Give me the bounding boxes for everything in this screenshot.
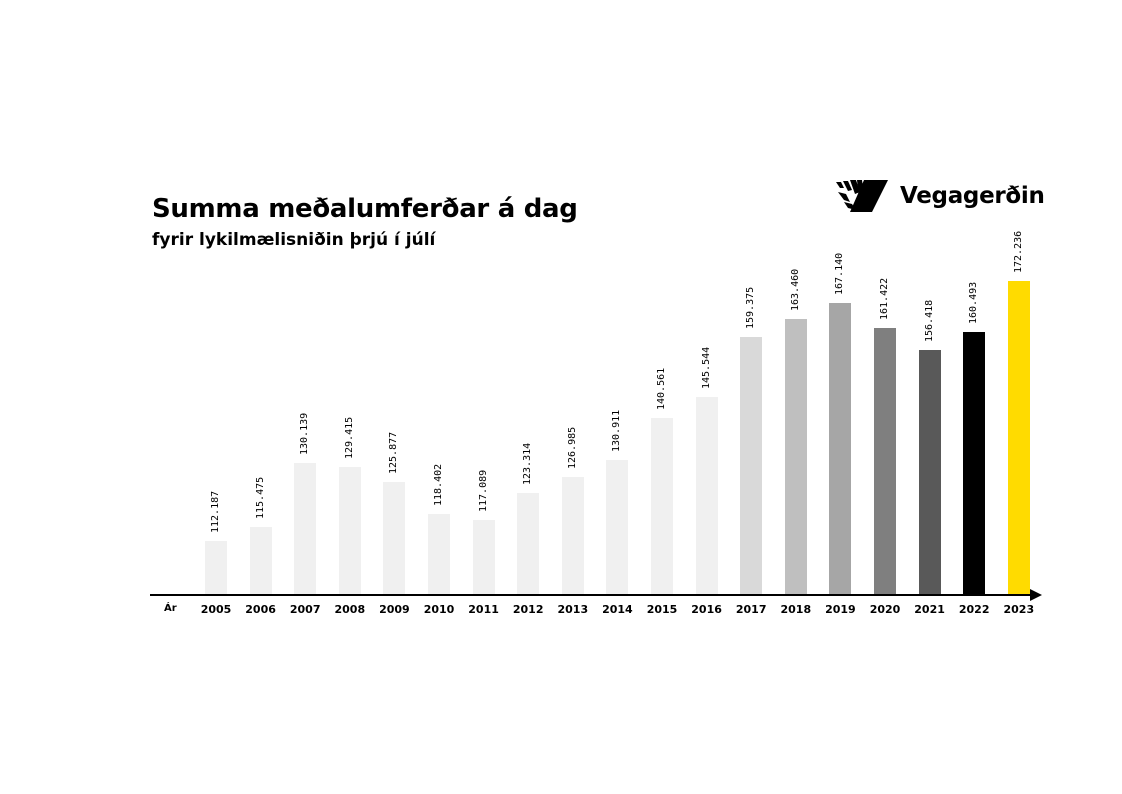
value-label-2022: 160.493 (968, 281, 980, 325)
bar-2014 (606, 460, 629, 594)
bar-2012 (517, 493, 540, 594)
bar-2006 (249, 526, 272, 594)
bar-2008 (338, 466, 361, 594)
value-label-2021: 156.418 (923, 299, 935, 342)
value-label-2012: 123.314 (522, 442, 534, 486)
value-label-2019: 167.140 (834, 253, 846, 296)
x-tick-2013: 2013 (557, 603, 589, 616)
bar-2017 (740, 336, 763, 594)
x-tick-2017: 2017 (735, 603, 767, 616)
value-label-2005: 112.187 (210, 491, 221, 534)
x-tick-2006: 2006 (245, 603, 276, 616)
value-label-2018: 163.460 (789, 269, 801, 312)
x-axis-line (150, 594, 1034, 596)
bar-2022 (963, 332, 986, 594)
chart-subtitle: fyrir lykilmælisniðin þrjú í júlí (152, 230, 436, 250)
bar-2021 (918, 349, 941, 594)
bar-2005 (205, 541, 227, 594)
bar-2015 (651, 418, 673, 594)
x-tick-2005: 2005 (200, 603, 232, 616)
value-label-2014: 130.911 (611, 409, 623, 453)
x-tick-2009: 2009 (379, 603, 410, 616)
value-label-2006: 115.475 (254, 476, 266, 519)
bar-2011 (472, 520, 495, 594)
value-label-2015: 140.561 (656, 368, 667, 411)
x-tick-2021: 2021 (914, 603, 945, 616)
x-tick-2018: 2018 (780, 603, 812, 616)
bar-2016 (695, 396, 718, 594)
value-label-2009: 125.877 (388, 431, 400, 474)
x-tick-2019: 2019 (825, 603, 856, 616)
value-label-2023: 172.236 (1012, 231, 1024, 274)
x-axis-label: Ár (164, 603, 177, 614)
logo-text: Vegagerðin (900, 183, 1045, 209)
x-tick-2023: 2023 (1003, 603, 1035, 616)
x-tick-2010: 2010 (423, 603, 455, 616)
x-axis-arrow-icon (1030, 589, 1042, 601)
x-tick-2007: 2007 (289, 603, 321, 616)
value-label-2020: 161.422 (879, 277, 890, 321)
x-tick-2008: 2008 (334, 603, 366, 616)
bar-2018 (784, 319, 807, 594)
value-label-2017: 159.375 (745, 286, 757, 329)
x-tick-2022: 2022 (958, 603, 990, 616)
vegagerdin-logo: Vegagerðin (836, 178, 1045, 214)
bar-2023 (1007, 281, 1030, 594)
bar-2013 (561, 477, 584, 594)
x-tick-2020: 2020 (869, 603, 901, 616)
value-label-2008: 129.415 (343, 416, 355, 459)
value-label-2013: 126.985 (566, 426, 578, 470)
value-label-2007: 130.139 (299, 413, 311, 456)
vegagerdin-logo-icon (836, 180, 888, 212)
x-tick-2016: 2016 (691, 603, 722, 616)
value-label-2011: 117.089 (477, 469, 489, 512)
x-tick-2014: 2014 (602, 603, 633, 616)
chart-title: Summa meðalumferðar á dag (152, 194, 578, 224)
bar-2010 (428, 514, 450, 594)
bar-2009 (383, 481, 406, 594)
bar-2020 (874, 328, 896, 594)
bar-2007 (294, 463, 317, 594)
bar-2019 (829, 303, 852, 594)
value-label-2016: 145.544 (700, 346, 712, 389)
x-tick-2015: 2015 (646, 603, 678, 616)
x-tick-2011: 2011 (468, 603, 499, 616)
value-label-2010: 118.402 (433, 464, 444, 507)
x-tick-2012: 2012 (512, 603, 544, 616)
